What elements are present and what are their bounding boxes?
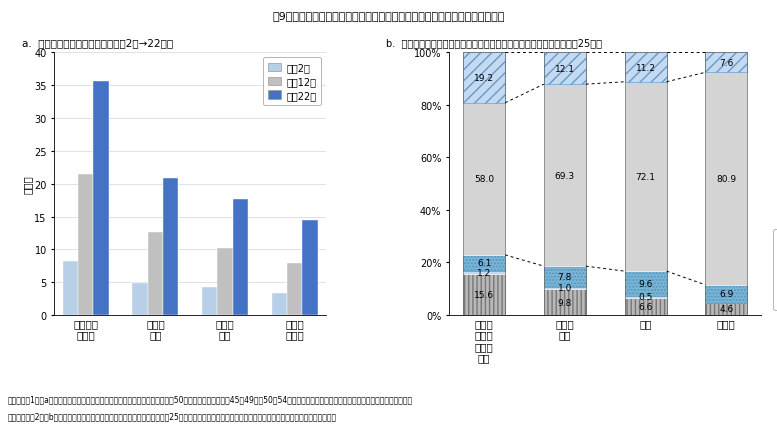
Bar [218, 248, 233, 315]
Text: 1.2: 1.2 [477, 268, 491, 277]
Bar [625, 298, 667, 315]
Text: 19.2: 19.2 [474, 74, 494, 83]
Text: 0.5: 0.5 [639, 293, 653, 302]
Bar [233, 199, 248, 315]
Text: 7.8: 7.8 [558, 272, 572, 281]
Bar [463, 53, 505, 315]
Bar [544, 267, 586, 287]
Bar [625, 53, 667, 315]
Bar [302, 221, 318, 315]
Text: a.  男性の生涯未婚率の推移（平成2年→22年）: a. 男性の生涯未婚率の推移（平成2年→22年） [22, 38, 173, 48]
Text: 80.9: 80.9 [716, 175, 737, 184]
Text: 69.3: 69.3 [555, 171, 575, 180]
Bar [463, 103, 505, 255]
Text: 2．（b．について）総務省「労働力調査（詳細集計）」（平成25年）より作成。在学中の者、在学したことがない者、教育不詳の者を除く。: 2．（b．について）総務省「労働力調査（詳細集計）」（平成25年）より作成。在学… [8, 411, 337, 420]
Bar [706, 285, 747, 303]
Bar [93, 82, 109, 315]
Text: 11.2: 11.2 [636, 63, 656, 72]
Bar [625, 271, 667, 296]
Legend: 平成2年, 平成12年, 平成22年: 平成2年, 平成12年, 平成22年 [263, 58, 322, 106]
Text: 9.8: 9.8 [558, 298, 572, 307]
Text: 6.6: 6.6 [639, 302, 653, 311]
Bar [706, 73, 747, 285]
Text: （備考）　1．（a．について）総務省「国勢調査」より作成。生涯未婚率は、50歳時の未婚率であり、45～49歳と50～54歳の未婚率の単純平均より算出している。学: （備考） 1．（a．について）総務省「国勢調査」より作成。生涯未婚率は、50歳時… [8, 394, 413, 403]
Text: 第9図　教育（卒業）別に見た男性の未婚率の推移と就業者の就業形態別内訳: 第9図 教育（卒業）別に見た男性の未婚率の推移と就業者の就業形態別内訳 [272, 11, 505, 20]
Bar [463, 255, 505, 271]
Text: 4.6: 4.6 [720, 305, 733, 314]
Bar [148, 232, 163, 315]
Text: 7.6: 7.6 [719, 59, 733, 68]
Bar [544, 53, 586, 85]
Bar [463, 271, 505, 274]
Bar [272, 294, 287, 315]
Text: b.  男性就業者の就業形態別（従業上の地位及び雇用形態）内訳（平成25年）: b. 男性就業者の就業形態別（従業上の地位及び雇用形態）内訳（平成25年） [386, 38, 602, 48]
Bar [544, 290, 586, 315]
Bar [544, 287, 586, 290]
Text: 6.9: 6.9 [719, 290, 733, 299]
Bar [63, 262, 78, 315]
Text: 15.6: 15.6 [474, 290, 494, 299]
Bar [625, 83, 667, 271]
Bar [132, 284, 148, 315]
Text: 12.1: 12.1 [555, 65, 575, 74]
Bar [544, 53, 586, 315]
Bar [706, 303, 747, 315]
Bar [287, 264, 302, 315]
Bar [706, 53, 747, 73]
Bar [463, 274, 505, 315]
Bar [78, 175, 93, 315]
Bar [202, 287, 218, 315]
Text: 6.1: 6.1 [477, 259, 491, 268]
Text: 9.6: 9.6 [639, 279, 653, 288]
Bar [463, 53, 505, 103]
Bar [163, 178, 179, 315]
Bar [544, 85, 586, 267]
Y-axis label: （％）: （％） [23, 175, 33, 193]
Bar [625, 296, 667, 298]
Text: 58.0: 58.0 [474, 175, 494, 184]
Bar [706, 53, 747, 315]
Text: 72.1: 72.1 [636, 173, 656, 181]
Legend: 非正規の職員・従業員, 正規の職員・従業員, 役員, 家族従業者, 自営業主: 非正規の職員・従業員, 正規の職員・従業員, 役員, 家族従業者, 自営業主 [772, 230, 777, 311]
Text: 1.0: 1.0 [558, 284, 572, 293]
Bar [625, 53, 667, 83]
